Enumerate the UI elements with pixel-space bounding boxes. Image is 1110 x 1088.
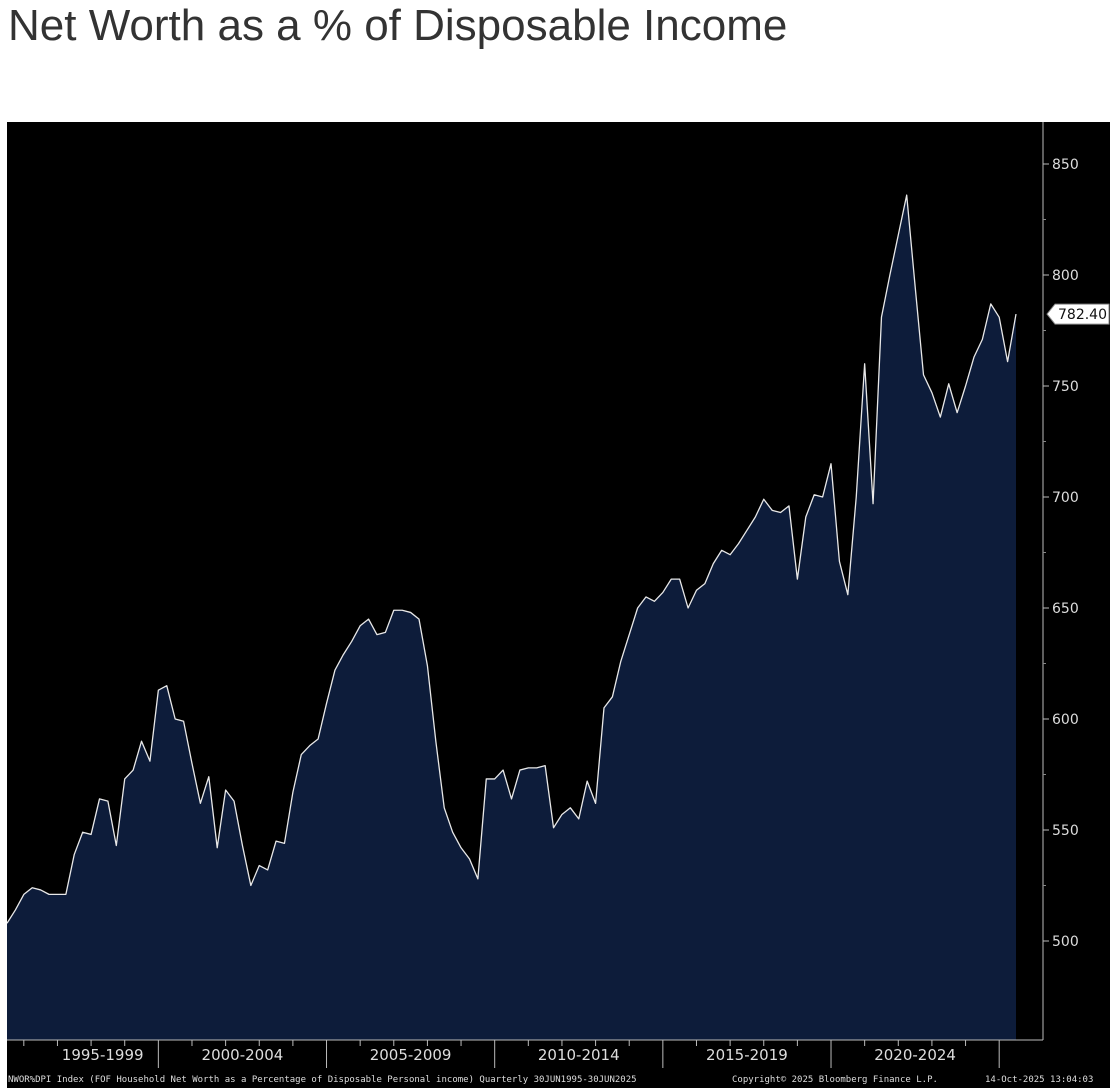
y-tick-label: 800 — [1052, 268, 1079, 284]
x-group-label: 2020-2024 — [874, 1046, 956, 1064]
x-group-label: 2015-2019 — [706, 1046, 788, 1064]
chart-svg: 1995-1999 2000-2004 2005-2009 2010-2014 2015… — [7, 122, 1110, 1088]
footer-copyright: Copyright© 2025 Bloomberg Finance L.P. — [732, 1075, 938, 1085]
footer-timestamp: 14-Oct-2025 13:04:03 — [985, 1075, 1094, 1085]
area-layer — [7, 194, 1017, 1040]
y-tick-label: 500 — [1052, 934, 1079, 950]
y-tick-label: 750 — [1052, 379, 1079, 395]
x-axis: 1995-1999 2000-2004 2005-2009 2010-2014 2015… — [23, 1040, 1000, 1068]
footer-description: NWOR%DPI Index (FOF Household Net Worth … — [8, 1075, 637, 1085]
last-value-tag — [1046, 303, 1110, 325]
series-line — [7, 194, 1017, 924]
last-value-label: 782.40 — [1058, 307, 1107, 323]
page-title: Net Worth as a % of Disposable Income — [8, 1, 788, 50]
last-value-layer: 782.40 — [1046, 303, 1110, 325]
y-tick-label: 850 — [1052, 157, 1079, 173]
x-group-label: 1995-1999 — [62, 1046, 144, 1064]
y-axis: 500 550 600 650 700 750 800 850 — [1043, 157, 1079, 950]
y-tick-label: 650 — [1052, 601, 1079, 617]
x-group-label: 2000-2004 — [202, 1046, 284, 1064]
y-tick-label: 550 — [1052, 823, 1079, 839]
y-tick-label: 600 — [1052, 712, 1079, 728]
x-group-label: 2010-2014 — [538, 1046, 620, 1064]
x-group-label: 2005-2009 — [370, 1046, 452, 1064]
chart-frame: 1995-1999 2000-2004 2005-2009 2010-2014 2015… — [7, 122, 1110, 1088]
y-tick-label: 700 — [1052, 490, 1079, 506]
series-area — [7, 195, 1016, 1040]
